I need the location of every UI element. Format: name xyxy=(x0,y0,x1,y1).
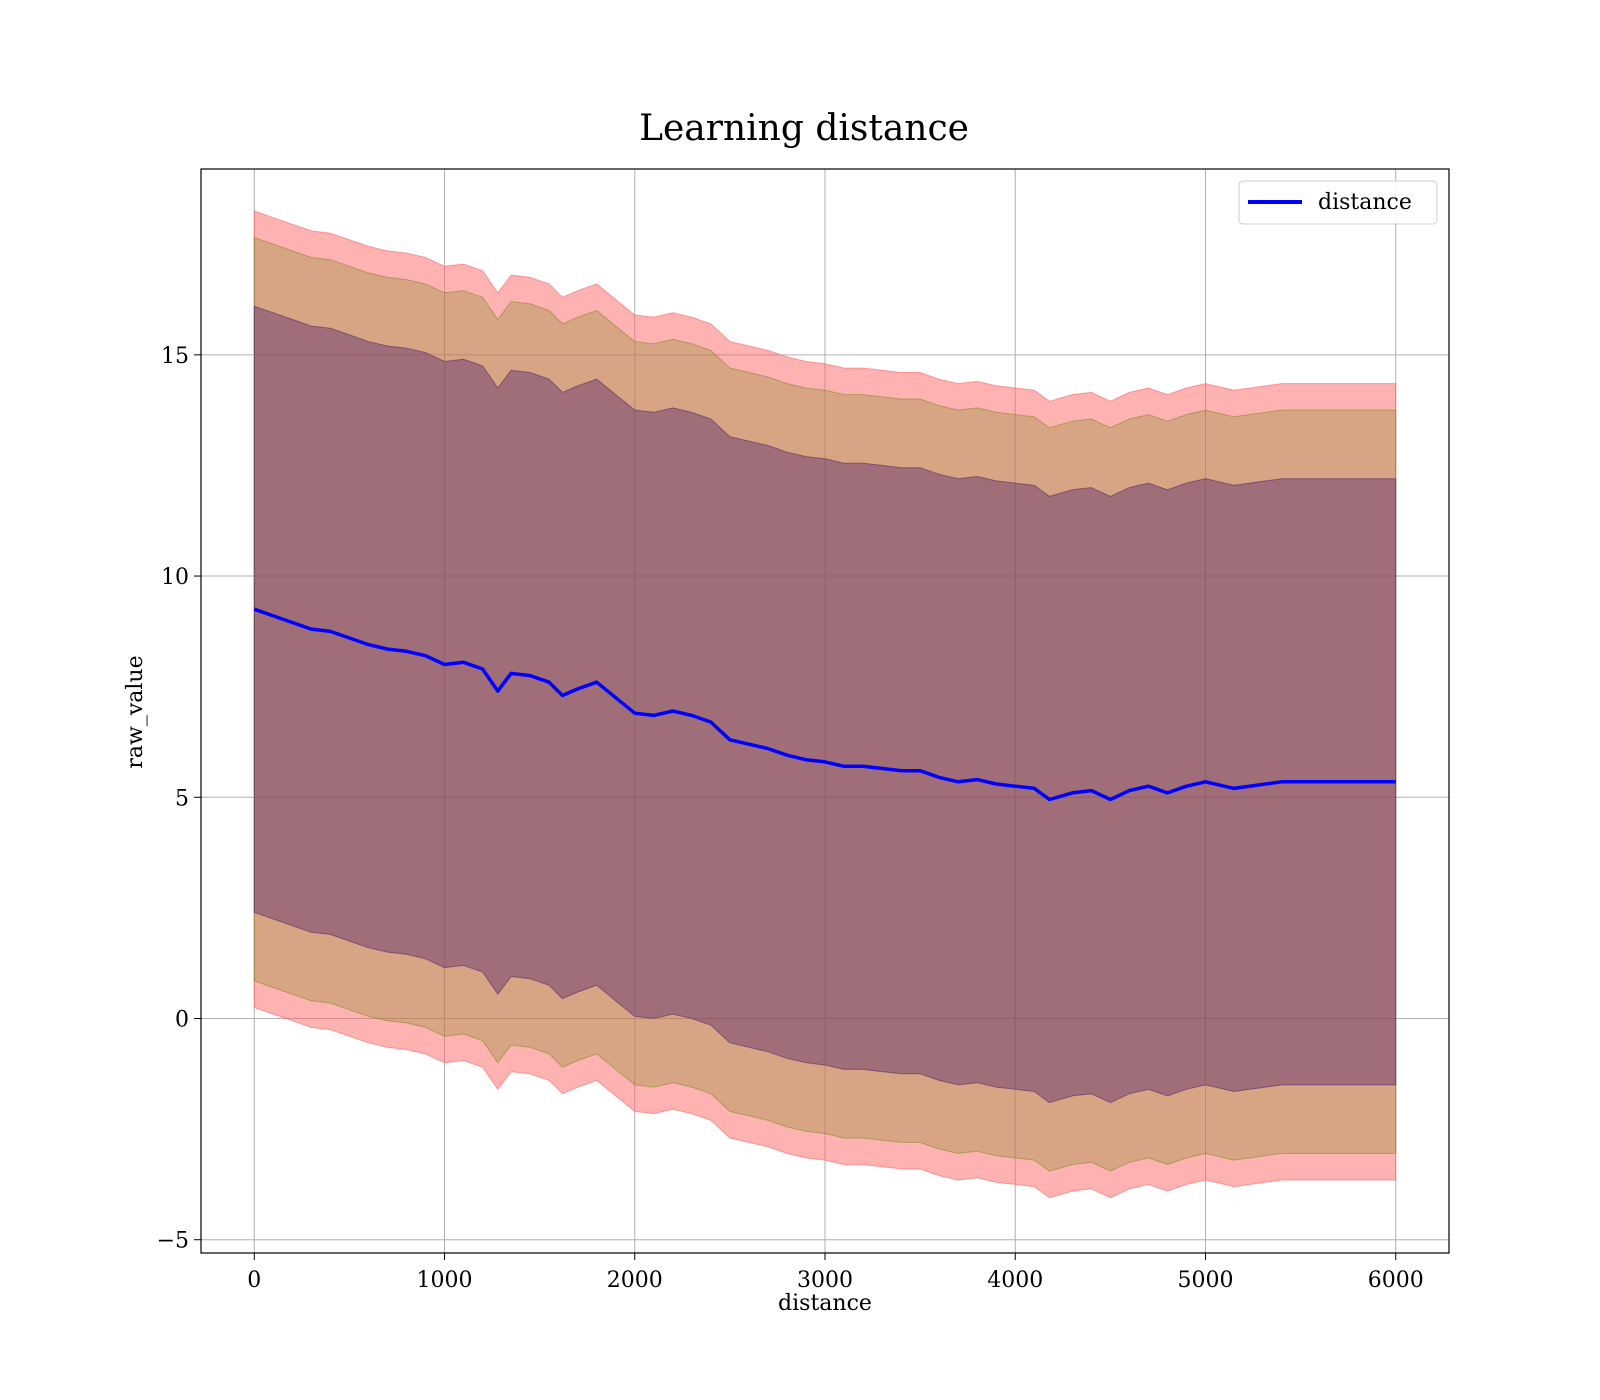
series-line-distance xyxy=(253,607,1396,802)
band-outer xyxy=(253,210,1397,1199)
y-tick-label: 0 xyxy=(175,1008,189,1033)
x-tick-label: 0 xyxy=(247,1268,261,1293)
y-tick-label: −5 xyxy=(157,1229,189,1254)
legend-label-distance: distance xyxy=(1318,190,1412,215)
y-tick-label: 5 xyxy=(175,786,189,811)
y-axis-ticks: −5 0 5 10 15 xyxy=(157,344,201,1254)
legend-box xyxy=(1238,180,1438,225)
x-tick-label: 6000 xyxy=(1368,1268,1424,1293)
series-lines xyxy=(253,607,1396,802)
y-tick-label: 10 xyxy=(161,565,189,590)
confidence-bands xyxy=(253,210,1397,1199)
legend: distance xyxy=(1238,180,1438,225)
x-tick-label: 1000 xyxy=(417,1268,473,1293)
band-middle xyxy=(253,236,1397,1172)
band-inner xyxy=(253,305,1397,1104)
x-axis-label: distance xyxy=(778,1291,872,1316)
x-tick-label: 4000 xyxy=(987,1268,1043,1293)
x-tick-label: 2000 xyxy=(607,1268,663,1293)
x-tick-label: 3000 xyxy=(797,1268,853,1293)
x-tick-label: 5000 xyxy=(1177,1268,1233,1293)
x-axis-ticks: 0 1000 2000 3000 4000 5000 6000 xyxy=(247,1253,1424,1293)
y-axis-label: raw_value xyxy=(123,655,148,768)
chart-title: Learning distance xyxy=(639,108,969,149)
y-tick-label: 15 xyxy=(161,344,189,369)
